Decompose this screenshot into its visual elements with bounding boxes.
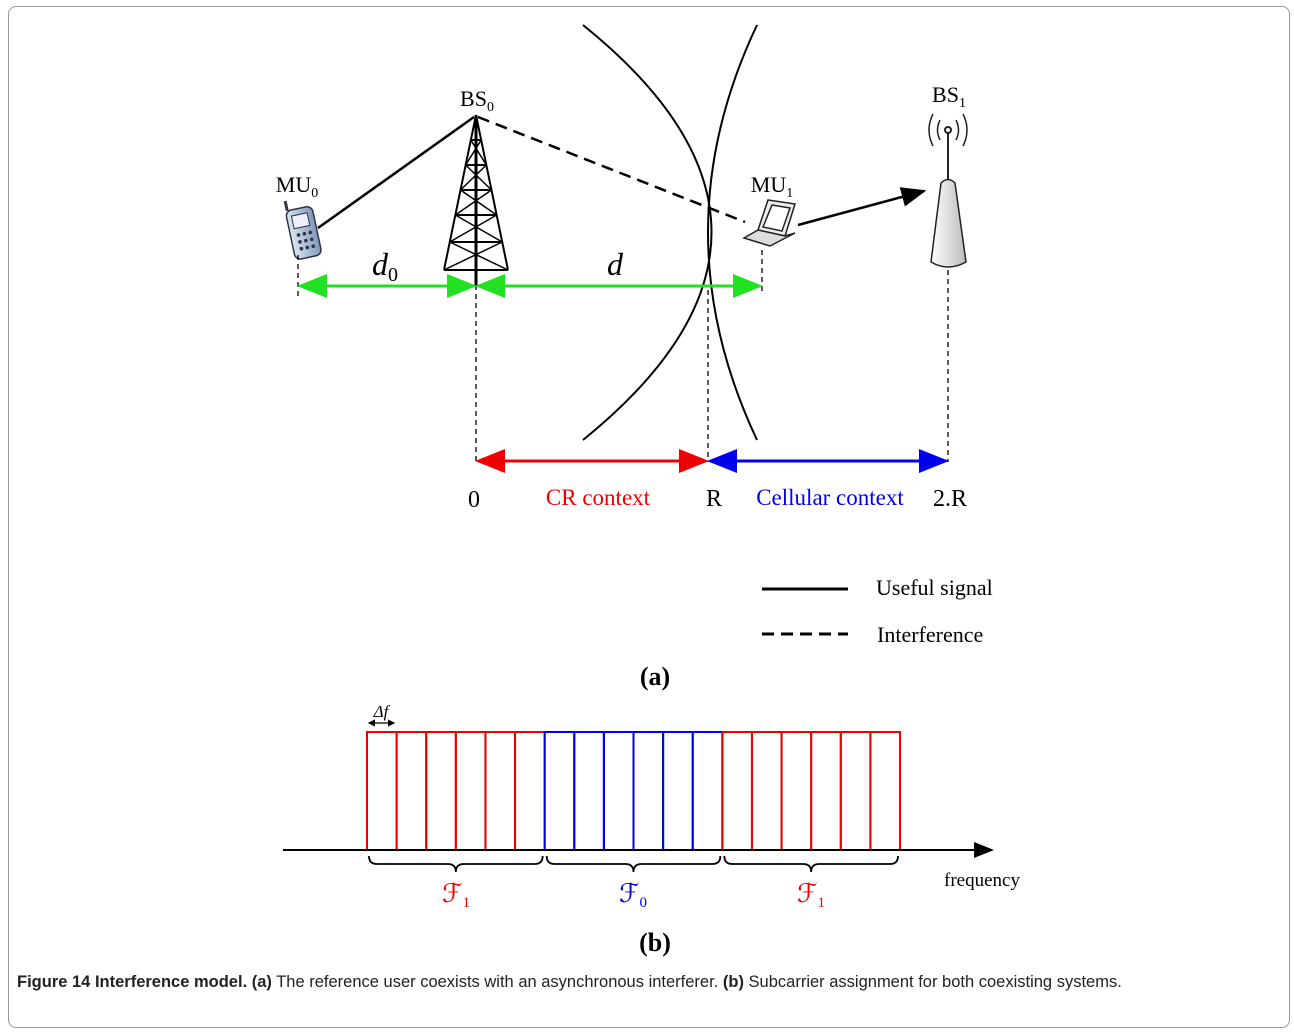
distance-label-text: d	[372, 246, 389, 282]
group-braces	[368, 855, 899, 873]
tower-brace	[454, 214, 503, 243]
distance-label: d0	[372, 246, 398, 286]
group-label-sub: 1	[817, 895, 825, 911]
group-label: ℱ0	[619, 879, 647, 911]
node-label-text: MU	[751, 172, 787, 197]
subcarrier	[839, 731, 872, 851]
subcarrier	[395, 731, 428, 851]
node-label-sub: 1	[959, 96, 966, 111]
figure-frame	[8, 6, 1290, 1028]
subcarrier	[425, 731, 457, 851]
node-label-text: BS	[932, 82, 959, 107]
caption-panel-label: (b)	[722, 973, 744, 991]
position-label: 0	[468, 487, 480, 513]
tower-brace	[449, 214, 498, 243]
subcarrier	[602, 731, 635, 851]
useful-link	[797, 187, 927, 227]
subcarrier	[750, 731, 783, 851]
node-label: MU0	[276, 172, 318, 201]
node-label-sub: 0	[487, 100, 494, 115]
tower-brace	[470, 139, 487, 166]
group-label-sub: 0	[639, 895, 647, 911]
caption-text: Subcarrier assignment for both coexistin…	[748, 973, 1122, 991]
node-label-text: MU	[276, 172, 312, 197]
subcarrier	[573, 731, 605, 851]
group-label-text: ℱ	[797, 879, 817, 908]
node-label-sub: 1	[786, 186, 793, 201]
group-label-text: ℱ	[619, 879, 639, 908]
cell-boundary	[707, 24, 758, 441]
tower-brace	[460, 189, 498, 216]
laptop-icon	[742, 199, 796, 247]
tower-brace	[449, 241, 509, 271]
distance-label: d	[607, 246, 624, 282]
subcarrier	[810, 731, 842, 851]
position-label: 2.R	[933, 486, 967, 512]
subcarrier	[514, 731, 546, 851]
node-label: BS1	[932, 82, 966, 111]
context-label: CR context	[546, 485, 651, 510]
brace	[723, 855, 899, 873]
phone-icon	[283, 200, 322, 260]
panel-label: (b)	[639, 928, 671, 957]
subcarrier	[869, 731, 902, 851]
caption: Figure 14 Interference model. (a) The re…	[17, 970, 1249, 995]
tower-brace	[465, 164, 493, 191]
tower-icon	[443, 114, 509, 285]
group-label: ℱ1	[797, 879, 825, 911]
spacing-label: Δf	[373, 702, 391, 721]
subcarrier	[454, 731, 487, 851]
tower-brace	[454, 189, 492, 216]
legend-label: Interference	[877, 622, 983, 647]
group-label-text: ℱ	[442, 879, 462, 908]
group-label: ℱ1	[442, 879, 470, 911]
node-label-sub: 0	[311, 186, 318, 201]
subcarrier	[632, 731, 665, 851]
node-label: BS0	[460, 86, 494, 115]
panel-label: (a)	[640, 662, 670, 691]
position-label: R	[706, 486, 722, 512]
subcarrier	[543, 731, 576, 851]
subcarrier	[780, 731, 813, 851]
interference-link	[477, 115, 746, 224]
distance-label-sub: 0	[388, 264, 398, 286]
tower-brace	[465, 139, 482, 166]
tower-brace	[443, 241, 503, 271]
subcarrier	[484, 731, 517, 851]
brace	[545, 855, 722, 873]
subcarriers	[366, 731, 902, 851]
brace	[368, 855, 544, 873]
tower-brace	[459, 164, 487, 191]
axis-label: frequency	[944, 870, 1020, 891]
subcarrier	[721, 731, 753, 851]
useful-link	[317, 115, 475, 230]
legend-label: Useful signal	[876, 575, 993, 600]
group-label-sub: 1	[462, 895, 470, 911]
subcarrier	[366, 731, 398, 851]
cell-boundary	[582, 24, 713, 441]
context-label: Cellular context	[756, 485, 904, 510]
node-label: MU1	[751, 172, 793, 201]
subcarrier	[662, 731, 694, 851]
subcarrier	[691, 731, 724, 851]
node-label-text: BS	[460, 86, 487, 111]
caption-title: Figure 14 Interference model.	[17, 973, 248, 991]
antenna-icon	[928, 113, 968, 268]
caption-text: The reference user coexists with an asyn…	[276, 973, 719, 991]
caption-panel-label: (a)	[251, 973, 272, 991]
